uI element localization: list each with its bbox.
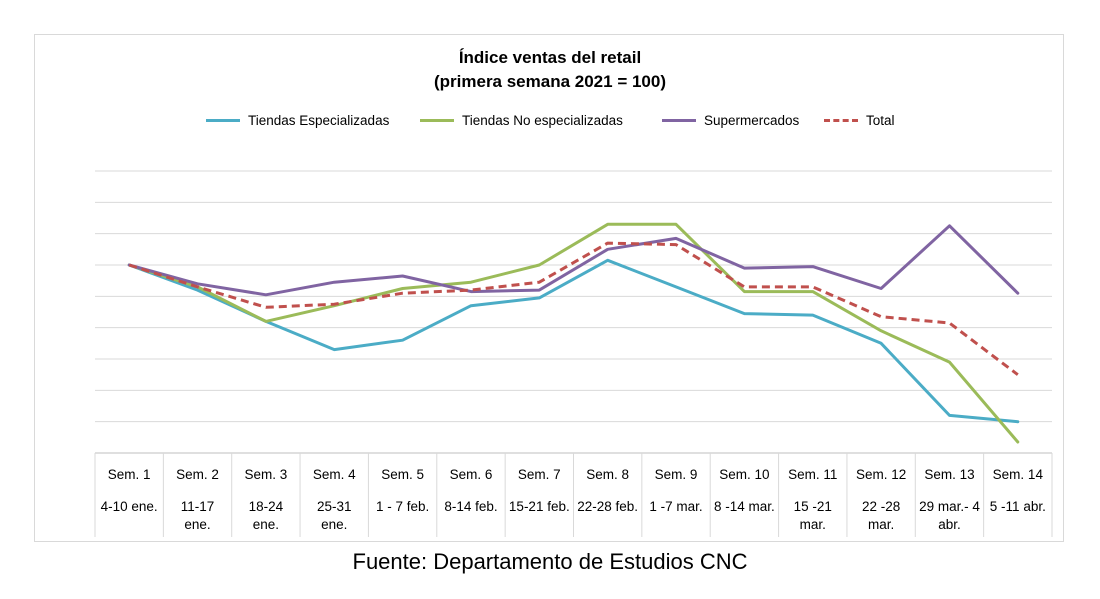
tick-label-dates: abr. <box>938 517 961 532</box>
tick-label-week: Sem. 14 <box>993 467 1044 482</box>
legend-item-tiendas-especializadas: Tiendas Especializadas <box>206 108 389 132</box>
tick-label-week: Sem. 8 <box>586 467 629 482</box>
tick-label-dates: 22 -28 <box>862 499 900 514</box>
series-line-supermercados <box>127 224 1020 297</box>
source-note: Fuente: Departamento de Estudios CNC <box>352 549 748 574</box>
tick-label-week: Sem. 3 <box>245 467 288 482</box>
chart-legend: Tiendas Especializadas Tiendas No especi… <box>0 108 1100 132</box>
tick-label-dates: 8-14 feb. <box>444 499 497 514</box>
tick-label-dates: ene. <box>184 517 210 532</box>
tick-label-dates: 29 mar.- 4 <box>919 499 980 514</box>
tick-label-week: Sem. 9 <box>655 467 698 482</box>
tick-label-dates: 25-31 <box>317 499 352 514</box>
legend-item-tiendas-no-especializadas: Tiendas No especializadas <box>420 108 623 132</box>
gridlines <box>95 170 1052 423</box>
series-line-tiendas-especializadas <box>127 258 1020 424</box>
tick-label-dates: 1 - 7 feb. <box>376 499 429 514</box>
tick-label-dates: mar. <box>868 517 894 532</box>
tick-label-week: Sem. 6 <box>450 467 493 482</box>
chart-subtitle: (primera semana 2021 = 100) <box>433 72 666 91</box>
legend-label: Supermercados <box>704 112 800 128</box>
tick-label-week: Sem. 12 <box>856 467 906 482</box>
legend-label: Total <box>866 112 895 128</box>
tick-label-dates: ene. <box>253 517 279 532</box>
legend-item-total: Total <box>824 108 895 132</box>
tick-label-week: Sem. 4 <box>313 467 356 482</box>
series-line-total <box>128 241 1019 376</box>
tick-label-dates: 18-24 <box>249 499 284 514</box>
legend-swatch <box>420 118 454 122</box>
tick-label-dates: 15-21 feb. <box>509 499 570 514</box>
tick-label-week: Sem. 11 <box>788 467 837 482</box>
tick-label-dates: 1 -7 mar. <box>649 499 702 514</box>
series-lines <box>127 222 1020 444</box>
legend-label: Tiendas Especializadas <box>248 112 390 128</box>
tick-label-dates: ene. <box>321 517 347 532</box>
tick-label-dates: 15 -21 <box>794 499 832 514</box>
tick-label-week: Sem. 10 <box>719 467 769 482</box>
line-chart: Sem. 1 4-10 ene. Sem. 2 11-17 ene. Sem. 3 18-2… <box>94 170 1053 537</box>
tick-label-week: Sem. 2 <box>176 467 219 482</box>
tick-label-week: Sem. 13 <box>924 467 974 482</box>
category-table: Sem. 1 4-10 ene. Sem. 2 11-17 ene. Sem. 3 18-2… <box>94 452 1053 537</box>
tick-label-dates: mar. <box>800 517 826 532</box>
tick-label-week: Sem. 1 <box>108 467 151 482</box>
legend-swatch <box>662 118 696 122</box>
legend-swatch <box>206 118 240 122</box>
tick-label-dates: 4-10 ene. <box>101 499 158 514</box>
chart-title: Índice ventas del retail <box>458 48 642 67</box>
legend-swatch <box>824 118 858 122</box>
tick-label-week: Sem. 5 <box>381 467 424 482</box>
tick-label-dates: 5 -11 abr. <box>990 499 1046 514</box>
tick-label-dates: 22-28 feb. <box>577 499 638 514</box>
tick-label-week: Sem. 7 <box>518 467 561 482</box>
tick-label-dates: 8 -14 mar. <box>714 499 775 514</box>
legend-label: Tiendas No especializadas <box>462 112 623 128</box>
series-line-tiendas-no-especializadas <box>127 222 1020 444</box>
legend-item-supermercados: Supermercados <box>662 108 799 132</box>
tick-label-dates: 11-17 <box>181 499 215 514</box>
